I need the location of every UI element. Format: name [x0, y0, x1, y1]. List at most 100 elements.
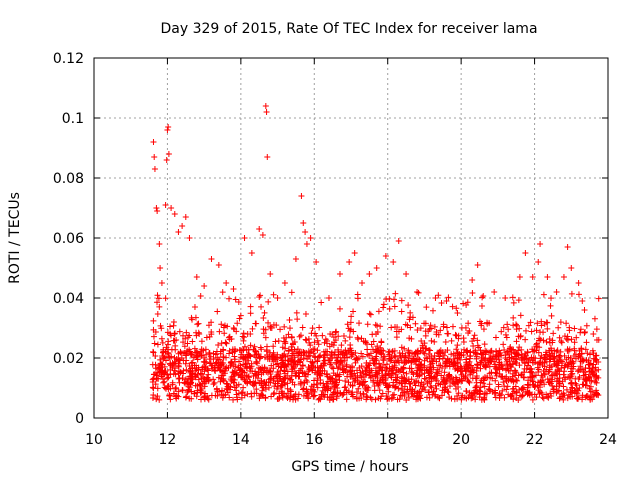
data-point [217, 350, 224, 357]
data-point [292, 370, 299, 377]
data-point [509, 361, 516, 368]
data-point [289, 340, 296, 347]
data-point [517, 332, 524, 339]
data-point [263, 347, 270, 354]
data-point-peak [259, 232, 266, 238]
data-point [455, 378, 462, 385]
data-point [529, 396, 536, 403]
data-point [587, 394, 594, 401]
data-point [400, 364, 407, 371]
data-point [439, 392, 446, 399]
data-point [517, 333, 524, 340]
data-point [333, 393, 340, 400]
data-point [214, 308, 221, 315]
data-point [333, 360, 340, 367]
data-point [577, 329, 584, 336]
data-point [265, 379, 272, 386]
data-point [533, 340, 540, 347]
data-point [266, 376, 273, 383]
data-point [257, 344, 264, 351]
data-point [396, 396, 403, 403]
data-point [460, 300, 467, 307]
data-point [426, 326, 433, 333]
data-point [423, 394, 430, 401]
data-point [183, 366, 190, 373]
data-point [480, 326, 487, 333]
data-point [313, 332, 320, 339]
data-point [372, 355, 379, 362]
data-point [355, 336, 362, 343]
data-point [203, 376, 210, 383]
data-point [516, 386, 523, 393]
data-point [503, 358, 510, 365]
data-point [189, 359, 196, 366]
data-point-peak [274, 295, 281, 301]
data-point [496, 359, 503, 366]
x-tick-label: 24 [599, 432, 617, 448]
data-point [158, 372, 165, 379]
data-point [255, 371, 262, 378]
data-point [237, 312, 244, 319]
data-point [408, 390, 415, 397]
data-point [380, 355, 387, 362]
data-point [571, 390, 578, 397]
data-point [391, 303, 398, 310]
data-point [336, 305, 343, 312]
chart-title: Day 329 of 2015, Rate Of TEC Index for r… [160, 21, 537, 37]
data-point [295, 395, 302, 402]
data-point [432, 376, 439, 383]
data-point [536, 382, 543, 389]
data-point [534, 320, 541, 327]
data-point [295, 391, 302, 398]
data-point [364, 346, 371, 353]
data-point [519, 392, 526, 399]
data-point [194, 371, 201, 378]
data-point [259, 387, 266, 394]
data-point-peak [302, 229, 309, 235]
data-point [388, 395, 395, 402]
data-point [516, 362, 523, 369]
data-point-peak [164, 127, 171, 133]
data-point [496, 370, 503, 377]
data-point [553, 348, 560, 355]
data-point-peak [313, 259, 320, 265]
data-point [549, 376, 556, 383]
data-point [296, 333, 303, 340]
data-point [349, 382, 356, 389]
data-point [523, 365, 530, 372]
data-point [323, 383, 330, 390]
data-point-peak [151, 154, 158, 160]
data-point [161, 384, 168, 391]
data-point [486, 381, 493, 388]
data-point [358, 350, 365, 357]
data-point [310, 350, 317, 357]
data-point [428, 369, 435, 376]
data-point [573, 386, 580, 393]
data-point [252, 354, 259, 361]
data-point [221, 367, 228, 374]
data-point [210, 356, 217, 363]
data-point [307, 342, 314, 349]
data-point [477, 359, 484, 366]
data-point [366, 369, 373, 376]
data-point [328, 375, 335, 382]
data-point [159, 361, 166, 368]
data-point [213, 385, 220, 392]
data-point [262, 395, 269, 402]
data-point [556, 375, 563, 382]
data-point [358, 374, 365, 381]
data-point [510, 299, 517, 306]
data-point [492, 354, 499, 361]
data-point-peak [168, 205, 175, 211]
data-point [287, 394, 294, 401]
data-point [580, 381, 587, 388]
data-point [228, 336, 235, 343]
data-point [154, 393, 161, 400]
data-point [450, 355, 457, 362]
data-point-peak [300, 220, 307, 226]
data-point [308, 383, 315, 390]
data-point [533, 327, 540, 334]
data-point [156, 396, 163, 403]
data-point [240, 337, 247, 344]
data-point [463, 347, 470, 354]
